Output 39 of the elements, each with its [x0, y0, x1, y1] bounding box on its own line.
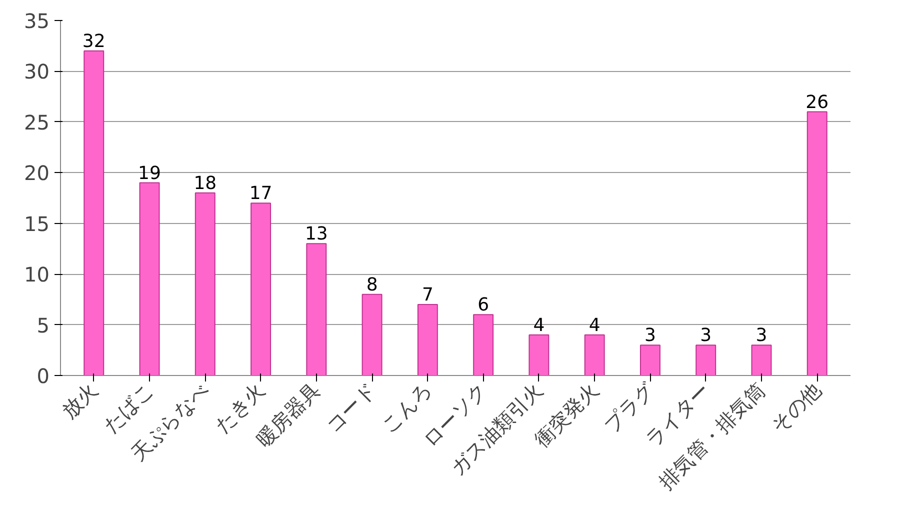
- bar: [362, 294, 382, 376]
- data-label: 18: [194, 172, 217, 194]
- data-label: 3: [700, 325, 712, 346]
- x-tick-label: その他: [766, 378, 826, 438]
- data-label: 26: [806, 92, 829, 113]
- data-label: 3: [644, 325, 656, 346]
- data-label: 13: [304, 224, 328, 245]
- data-label: 7: [422, 284, 434, 306]
- bar: [584, 334, 605, 376]
- bar: [473, 314, 494, 376]
- bar: [751, 344, 772, 376]
- data-label: 17: [249, 183, 272, 204]
- x-tick-label: コード: [321, 378, 381, 438]
- bar: [640, 344, 660, 376]
- x-tick-label: 放火: [57, 378, 102, 424]
- bar: [806, 111, 828, 376]
- data-label: 8: [366, 274, 378, 296]
- y-tick-label: 15: [24, 212, 50, 236]
- y-tick-label: 5: [36, 313, 50, 338]
- bar: [139, 182, 160, 376]
- y-tick-label: 0: [36, 364, 50, 388]
- y-tick-label: 30: [24, 60, 50, 84]
- data-label: 4: [533, 314, 545, 336]
- bar: [306, 243, 327, 376]
- data-label: 32: [82, 30, 106, 52]
- y-tick-label: 20: [24, 161, 50, 186]
- data-label: 19: [138, 162, 161, 184]
- bar: [194, 192, 216, 376]
- data-label: 4: [588, 314, 600, 336]
- bar: [528, 334, 550, 376]
- bar: [250, 202, 272, 376]
- y-tick-label: 10: [24, 262, 50, 287]
- data-label: 6: [478, 294, 490, 316]
- bar: [696, 344, 716, 376]
- data-label: 3: [756, 325, 768, 346]
- y-tick-label: 35: [24, 9, 50, 33]
- bar: [84, 50, 104, 376]
- y-tick-label: 25: [24, 110, 50, 134]
- bar: [417, 304, 438, 376]
